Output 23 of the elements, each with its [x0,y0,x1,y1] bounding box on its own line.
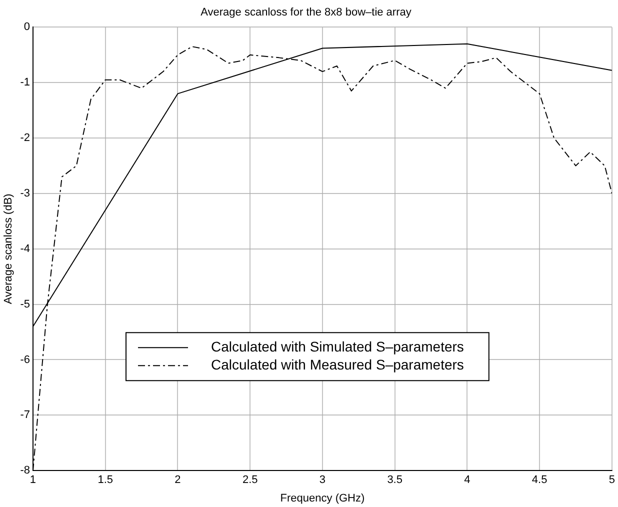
x-tick-label: 5 [608,474,616,486]
y-tick-label: -7 [20,409,30,422]
x-tick-label: 1 [30,474,36,486]
y-tick-label: 0 [24,21,30,34]
x-axis-title: Frequency (GHz) [280,492,365,504]
x-tick-label: 4.5 [532,474,548,486]
y-tick-label: -8 [20,464,30,477]
x-tick-label: 3.5 [387,474,402,486]
y-tick-label: -5 [20,298,30,310]
y-tick-label: -6 [20,354,30,366]
legend-label: Calculated with Measured S–parameters [211,356,464,372]
x-tick-label: 2.5 [242,474,258,486]
x-tick-label: 1.5 [98,474,113,486]
x-tick-label: 3 [319,474,326,486]
y-tick-label: -3 [20,188,30,200]
x-tick-label: 4 [464,474,470,486]
y-tick-label: -4 [20,242,30,255]
y-axis-title: Average scanloss (dB) [2,194,15,304]
y-tick-label: -1 [20,76,30,89]
legend-label: Calculated with Simulated S–parameters [211,338,464,354]
y-tick-label: -2 [20,132,30,144]
x-tick-label: 2 [174,474,181,486]
chart-title: Average scanloss for the 8x8 bow–tie array [200,6,412,19]
